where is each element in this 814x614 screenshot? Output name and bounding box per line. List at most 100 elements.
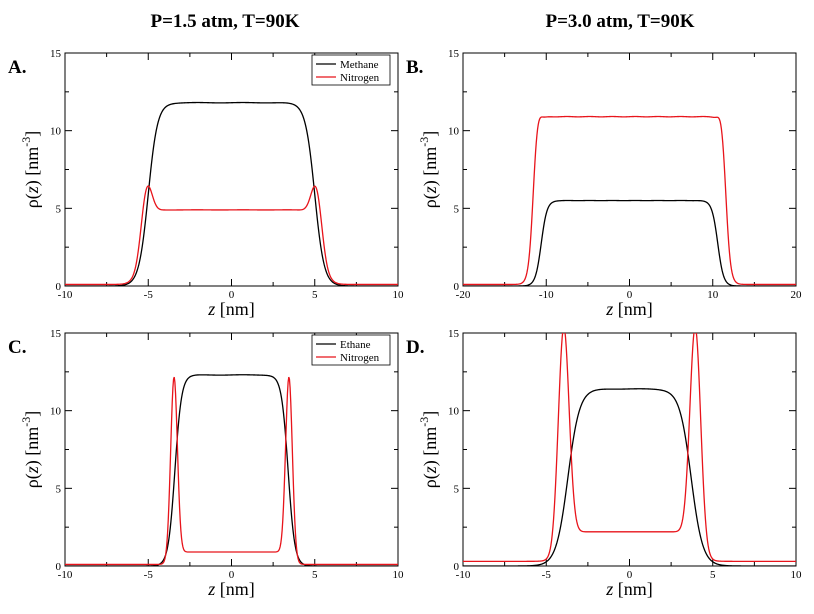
x-tick-label: 10 bbox=[791, 569, 803, 581]
y-axis-label: ρ(z) [nm-3] bbox=[417, 131, 441, 209]
series-line-methane bbox=[65, 101, 398, 286]
y-axis-exponent: -3 bbox=[417, 137, 431, 147]
panel-label: C. bbox=[8, 337, 26, 358]
y-axis-close: ] bbox=[420, 411, 440, 417]
plot-frame bbox=[462, 332, 797, 567]
panel-label: A. bbox=[8, 57, 26, 78]
plot-frame bbox=[462, 52, 797, 287]
y-tick-label: 15 bbox=[50, 48, 62, 60]
series-line-methane bbox=[463, 199, 796, 286]
panel-label: D. bbox=[406, 337, 424, 358]
column-title-left: P=1.5 atm, T=90K bbox=[150, 11, 299, 32]
x-tick-label: 0 bbox=[627, 289, 633, 301]
y-axis-var: z bbox=[22, 466, 42, 474]
y-axis-var: z bbox=[22, 186, 42, 194]
panel-label: B. bbox=[406, 57, 423, 78]
y-tick-label: 5 bbox=[454, 203, 460, 215]
y-tick-label: 15 bbox=[448, 48, 460, 60]
x-axis-unit: [nm] bbox=[613, 579, 653, 599]
y-tick-label: 10 bbox=[50, 406, 62, 418]
y-tick-label: 0 bbox=[454, 561, 460, 573]
series-line-ethane bbox=[65, 374, 398, 566]
y-axis-exponent: -3 bbox=[417, 417, 431, 427]
y-axis-close: ] bbox=[420, 131, 440, 137]
series-line-nitrogen bbox=[65, 376, 398, 566]
y-axis-label: ρ(z) [nm-3] bbox=[417, 411, 441, 489]
x-tick-label: -10 bbox=[456, 569, 471, 581]
x-tick-label: -5 bbox=[144, 569, 154, 581]
x-tick-label: -10 bbox=[58, 289, 73, 301]
x-tick-label: 10 bbox=[393, 569, 405, 581]
y-axis-label: ρ(z) [nm-3] bbox=[19, 411, 43, 489]
y-axis-rho: ρ( bbox=[420, 473, 441, 488]
x-tick-label: 10 bbox=[393, 289, 405, 301]
y-axis-rho: ρ( bbox=[420, 193, 441, 208]
plot-frame bbox=[64, 332, 399, 567]
x-tick-label: 5 bbox=[312, 569, 318, 581]
y-tick-label: 5 bbox=[56, 203, 62, 215]
x-axis-var: z bbox=[207, 299, 215, 319]
y-tick-label: 10 bbox=[448, 126, 460, 138]
x-tick-label: 5 bbox=[710, 569, 716, 581]
y-axis-label: ρ(z) [nm-3] bbox=[19, 131, 43, 209]
y-axis-rho: ρ( bbox=[22, 193, 43, 208]
x-axis-label: z [nm] bbox=[605, 299, 653, 319]
x-axis-label: z [nm] bbox=[207, 579, 255, 599]
y-tick-label: 10 bbox=[50, 126, 62, 138]
y-axis-exponent: -3 bbox=[19, 417, 33, 427]
x-tick-label: 0 bbox=[627, 569, 633, 581]
y-tick-label: 5 bbox=[56, 483, 62, 495]
y-tick-label: 10 bbox=[448, 406, 460, 418]
y-axis-close: ] bbox=[22, 131, 42, 137]
x-tick-label: 10 bbox=[707, 289, 719, 301]
x-axis-unit: [nm] bbox=[215, 579, 255, 599]
y-tick-label: 15 bbox=[50, 328, 62, 340]
x-tick-label: -5 bbox=[542, 569, 552, 581]
panel-3: C. -10 -5 0 5 10 0 5 10 15 z [nm] ρ(z) [nm-3] Ethane… bbox=[8, 328, 404, 599]
legend-box bbox=[311, 54, 391, 86]
plot-frame bbox=[64, 52, 399, 287]
x-tick-label: 20 bbox=[791, 289, 803, 301]
y-tick-label: 0 bbox=[454, 281, 460, 293]
y-axis-exponent: -3 bbox=[19, 137, 33, 147]
x-tick-label: -10 bbox=[58, 569, 73, 581]
series-line-nitrogen bbox=[463, 333, 796, 562]
y-tick-label: 5 bbox=[454, 483, 460, 495]
y-tick-label: 15 bbox=[448, 328, 460, 340]
x-tick-label: -10 bbox=[539, 289, 554, 301]
series-line-nitrogen bbox=[463, 115, 796, 286]
x-tick-label: 0 bbox=[229, 569, 235, 581]
y-axis-unit: ) [nm bbox=[420, 147, 441, 187]
legend-label: Nitrogen bbox=[340, 352, 380, 364]
x-axis-unit: [nm] bbox=[613, 299, 653, 319]
legend-label: Ethane bbox=[340, 339, 371, 351]
y-tick-label: 0 bbox=[56, 561, 62, 573]
x-tick-label: 5 bbox=[312, 289, 318, 301]
y-axis-var: z bbox=[420, 186, 440, 194]
x-axis-label: z [nm] bbox=[207, 299, 255, 319]
y-axis-var: z bbox=[420, 466, 440, 474]
x-axis-label: z [nm] bbox=[605, 579, 653, 599]
y-axis-rho: ρ( bbox=[22, 473, 43, 488]
x-axis-var: z bbox=[605, 299, 613, 319]
y-axis-unit: ) [nm bbox=[22, 147, 43, 187]
x-axis-var: z bbox=[207, 579, 215, 599]
panel-4: D. -10 -5 0 5 10 0 5 10 15 z [nm] ρ(z) [nm-3] bbox=[406, 328, 803, 599]
x-tick-label: -20 bbox=[456, 289, 471, 301]
x-axis-unit: [nm] bbox=[215, 299, 255, 319]
series-line-ethane bbox=[463, 388, 796, 566]
x-tick-label: 0 bbox=[229, 289, 235, 301]
column-title-right: P=3.0 atm, T=90K bbox=[545, 11, 694, 32]
legend-label: Nitrogen bbox=[340, 72, 380, 84]
x-axis-var: z bbox=[605, 579, 613, 599]
legend-label: Methane bbox=[340, 59, 379, 71]
series-line-nitrogen bbox=[65, 185, 398, 286]
y-tick-label: 0 bbox=[56, 281, 62, 293]
x-tick-label: -5 bbox=[144, 289, 154, 301]
y-axis-close: ] bbox=[22, 411, 42, 417]
